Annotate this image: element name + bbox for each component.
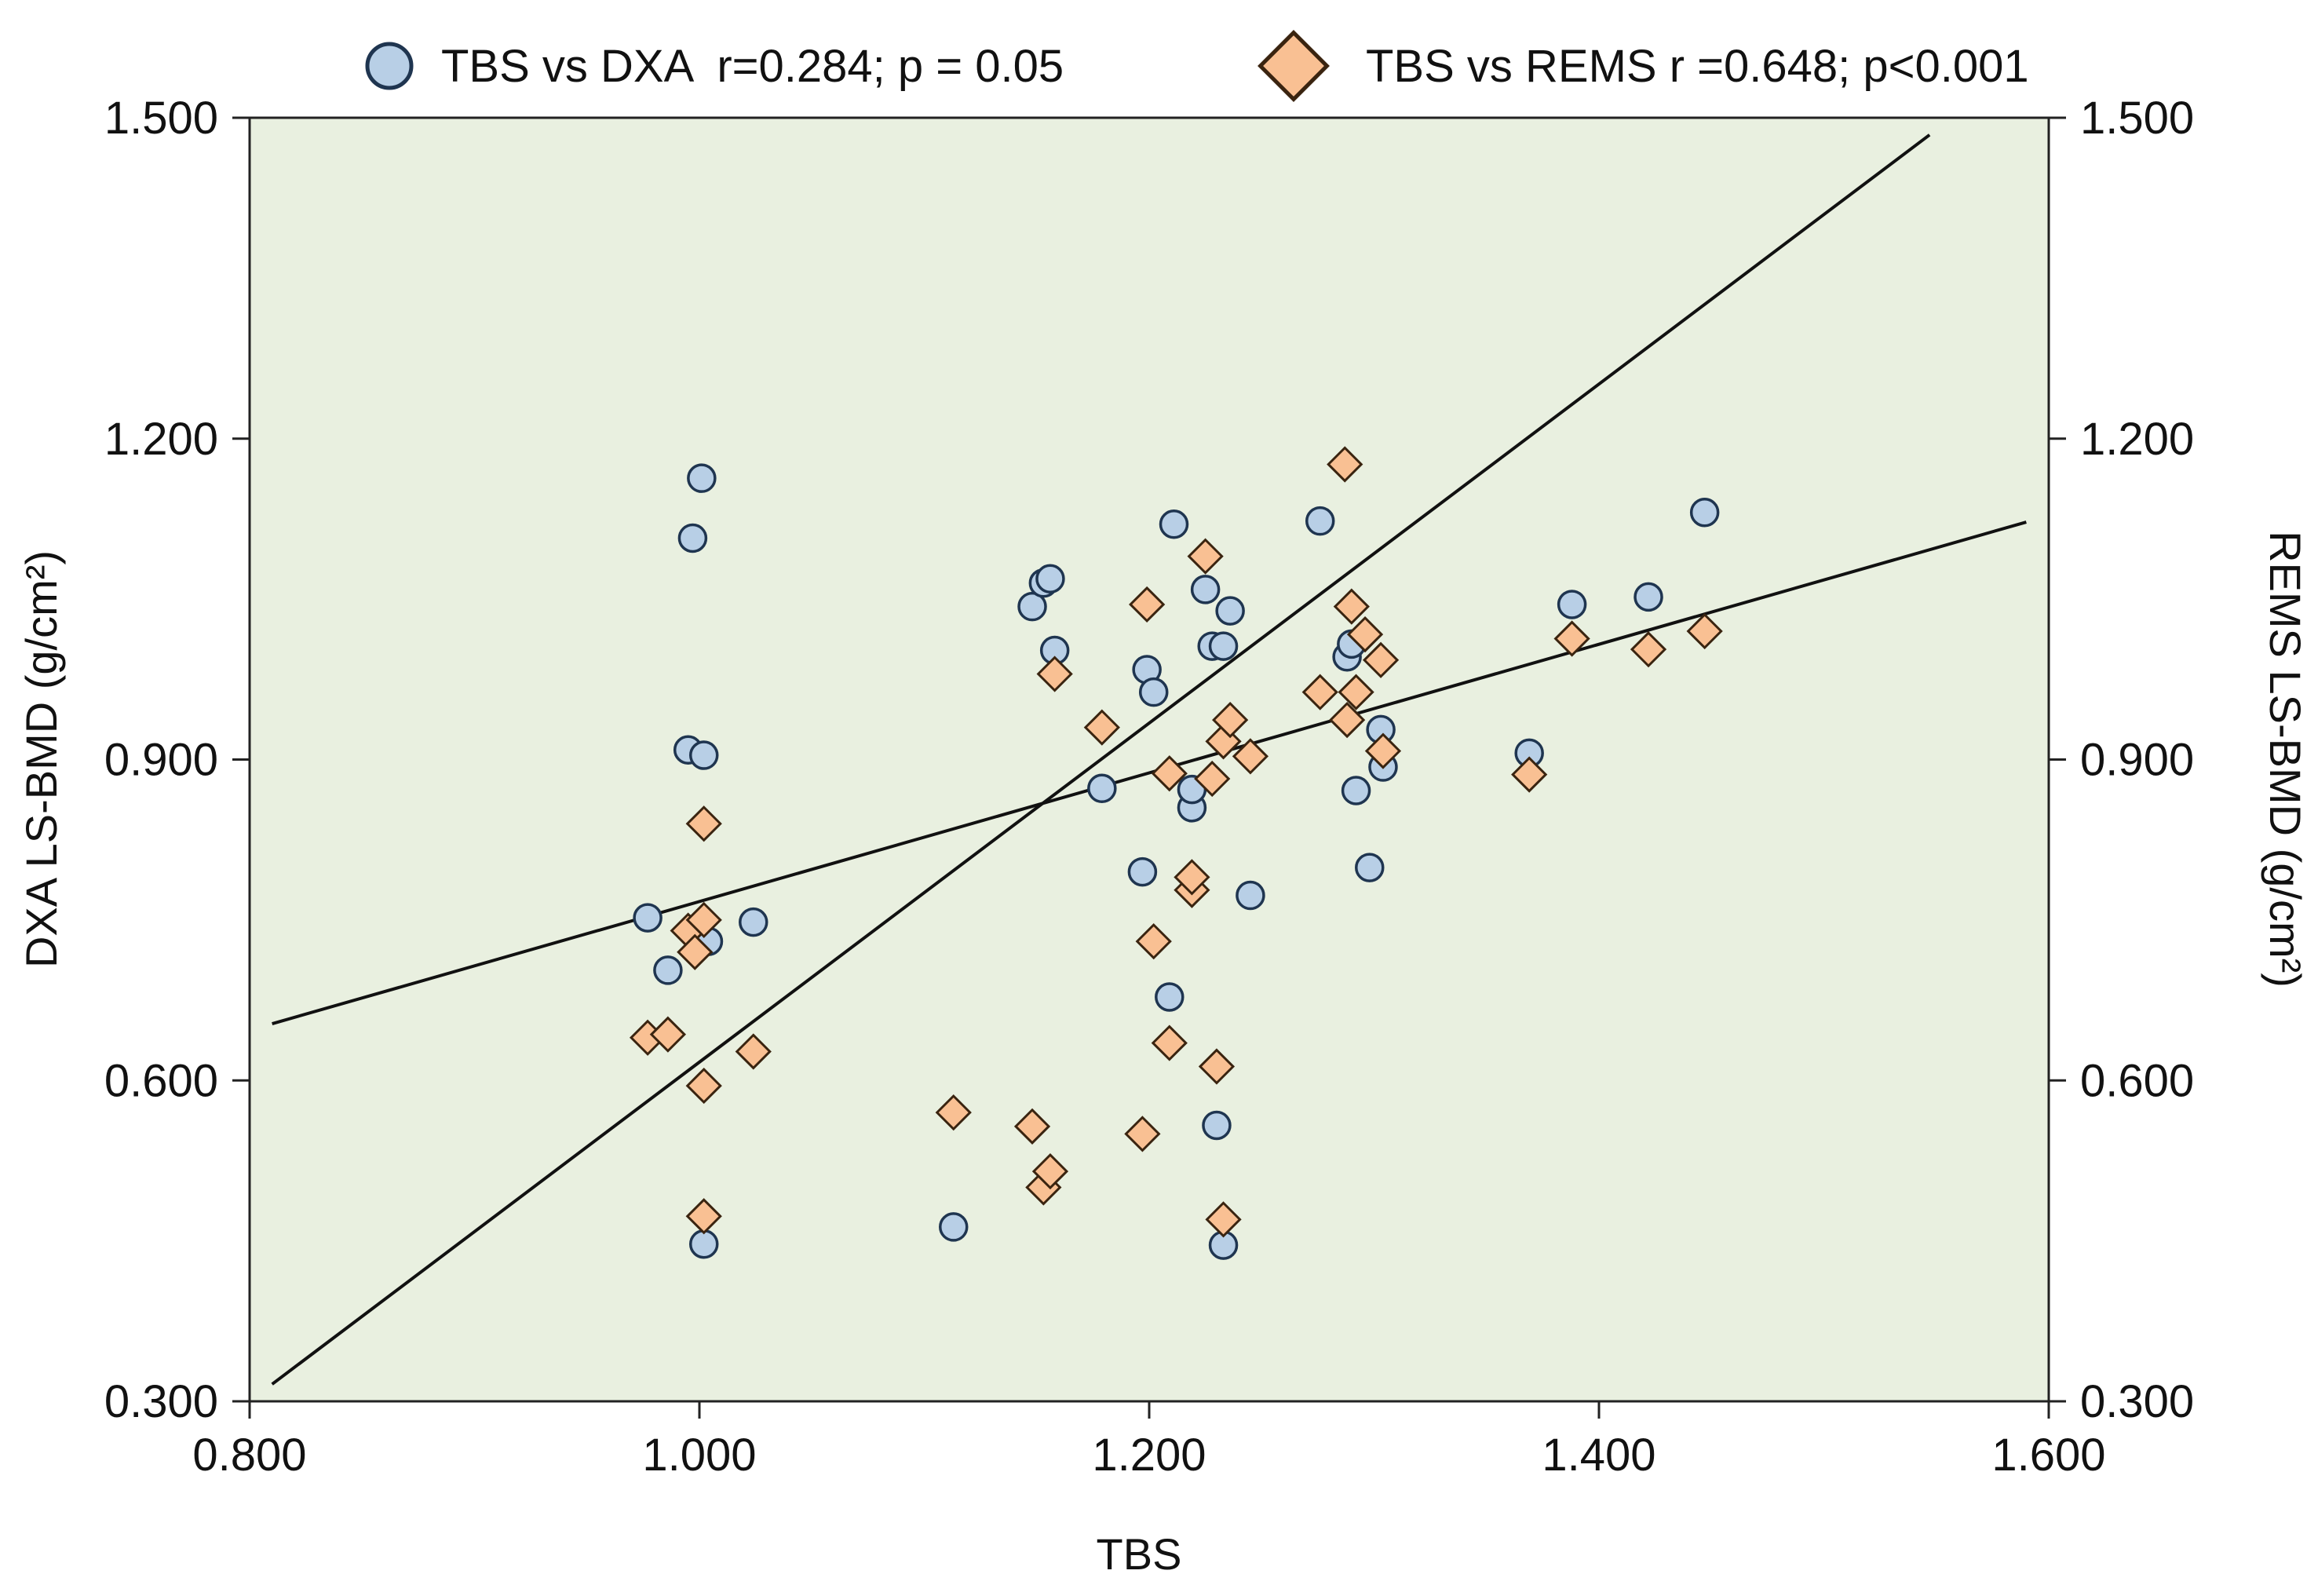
y-left-tick-label: 0.600 bbox=[104, 1055, 218, 1106]
dxa-point bbox=[677, 523, 708, 553]
rems-point bbox=[1630, 631, 1667, 668]
y-axis-right: 0.300 0.600 0.900 1.200 1.500 bbox=[2049, 93, 2194, 1427]
rems-point bbox=[677, 933, 714, 970]
dxa-point bbox=[688, 740, 719, 770]
x-tick-label: 0.800 bbox=[192, 1430, 306, 1481]
y-axis-right-title: REMS LS-BMD (g/cm²) bbox=[2261, 531, 2307, 988]
rems-point bbox=[1686, 612, 1723, 650]
dxa-point bbox=[938, 1212, 969, 1242]
rems-point bbox=[1364, 732, 1402, 769]
rems-point bbox=[1031, 1152, 1069, 1190]
rems-point bbox=[1187, 538, 1224, 575]
rems-point bbox=[1129, 586, 1166, 623]
x-tick-label: 1.400 bbox=[1542, 1430, 1655, 1481]
rems-point bbox=[685, 805, 722, 842]
rems-points bbox=[629, 446, 1723, 1238]
rems-point bbox=[1151, 1024, 1188, 1061]
y-right-tick-label: 0.600 bbox=[2080, 1055, 2194, 1106]
rems-point bbox=[1553, 620, 1590, 657]
x-axis: 0.800 1.000 1.200 1.400 1.600 bbox=[192, 1401, 2106, 1481]
x-tick-label: 1.200 bbox=[1092, 1430, 1206, 1481]
dxa-point bbox=[1035, 564, 1065, 593]
dxa-point bbox=[1127, 856, 1158, 887]
dxa-point bbox=[1138, 677, 1169, 707]
dxa-point bbox=[1155, 982, 1185, 1012]
dxa-point bbox=[1215, 596, 1245, 626]
legend: TBS vs DXA r=0.284; p = 0.05 TBS vs REMS… bbox=[365, 30, 2029, 102]
dxa-point bbox=[1087, 773, 1117, 804]
y-right-tick-label: 0.300 bbox=[2080, 1376, 2194, 1427]
rems-point bbox=[1135, 923, 1172, 960]
dxa-point bbox=[1202, 1110, 1232, 1141]
rems-point bbox=[1194, 760, 1231, 798]
legend-rems-label: TBS vs REMS r =0.648; p<0.001 bbox=[1366, 41, 2029, 92]
rems-point bbox=[685, 1198, 722, 1235]
rems-point bbox=[735, 1033, 772, 1070]
y-left-tick-label: 0.900 bbox=[104, 735, 218, 786]
legend-dxa-marker bbox=[365, 42, 414, 90]
dxa-point bbox=[1557, 590, 1587, 619]
rems-point bbox=[1328, 701, 1366, 739]
dxa-fit-line bbox=[272, 520, 2027, 1025]
rems-point bbox=[1327, 446, 1363, 483]
rems-point bbox=[1212, 701, 1249, 739]
x-tick-label: 1.000 bbox=[642, 1430, 756, 1481]
dxa-point bbox=[1305, 506, 1335, 536]
y-left-tick-label: 0.300 bbox=[104, 1376, 218, 1427]
legend-rems-marker bbox=[1258, 30, 1330, 102]
legend-dxa-label: TBS vs DXA r=0.284; p = 0.05 bbox=[441, 41, 1064, 92]
y-axis-left: 0.300 0.600 0.900 1.200 1.500 bbox=[104, 93, 250, 1427]
y-axis-left-title: DXA LS-BMD (g/cm²) bbox=[16, 550, 66, 968]
dxa-point bbox=[1689, 498, 1720, 528]
rems-fit-line bbox=[271, 133, 1931, 1386]
dxa-point bbox=[1341, 776, 1371, 805]
rems-point bbox=[1232, 738, 1269, 775]
rems-point bbox=[1362, 641, 1400, 678]
dxa-point bbox=[1190, 575, 1221, 604]
rems-point bbox=[1333, 588, 1370, 625]
rems-point bbox=[1013, 1108, 1051, 1145]
rems-point bbox=[685, 1067, 722, 1105]
rems-point bbox=[1174, 859, 1210, 896]
dxa-point bbox=[1355, 853, 1385, 882]
rems-point bbox=[685, 901, 722, 938]
dxa-point bbox=[687, 463, 717, 493]
rems-point bbox=[1124, 1116, 1161, 1152]
y-right-tick-label: 1.200 bbox=[2080, 414, 2194, 465]
rems-point bbox=[1338, 674, 1374, 710]
rems-point bbox=[1301, 674, 1338, 710]
plot-area-background bbox=[250, 118, 2049, 1401]
y-right-tick-label: 1.500 bbox=[2080, 93, 2194, 144]
rems-point bbox=[1151, 755, 1188, 792]
rems-point bbox=[1205, 1201, 1242, 1238]
x-tick-label: 1.600 bbox=[1991, 1430, 2105, 1481]
rems-point bbox=[1198, 1048, 1236, 1085]
y-right-tick-label: 0.900 bbox=[2080, 735, 2194, 786]
dxa-point bbox=[1017, 591, 1047, 622]
dxa-point bbox=[653, 955, 683, 985]
rems-point bbox=[1346, 615, 1384, 653]
dxa-point bbox=[739, 907, 768, 937]
y-left-tick-label: 1.200 bbox=[104, 414, 218, 465]
rems-point bbox=[649, 1016, 687, 1053]
dxa-point bbox=[1159, 509, 1189, 539]
regression-lines bbox=[271, 133, 2027, 1386]
rems-point bbox=[1083, 709, 1120, 746]
rems-point bbox=[935, 1094, 972, 1131]
dxa-point bbox=[688, 1229, 719, 1259]
x-axis-title: TBS bbox=[1097, 1529, 1182, 1579]
dxa-point bbox=[633, 903, 663, 933]
rems-point bbox=[1511, 756, 1548, 793]
dxa-point bbox=[1236, 880, 1265, 911]
dxa-point bbox=[1634, 582, 1663, 612]
dxa-point bbox=[1208, 631, 1239, 661]
y-left-tick-label: 1.500 bbox=[104, 93, 218, 144]
rems-point bbox=[1036, 656, 1073, 692]
